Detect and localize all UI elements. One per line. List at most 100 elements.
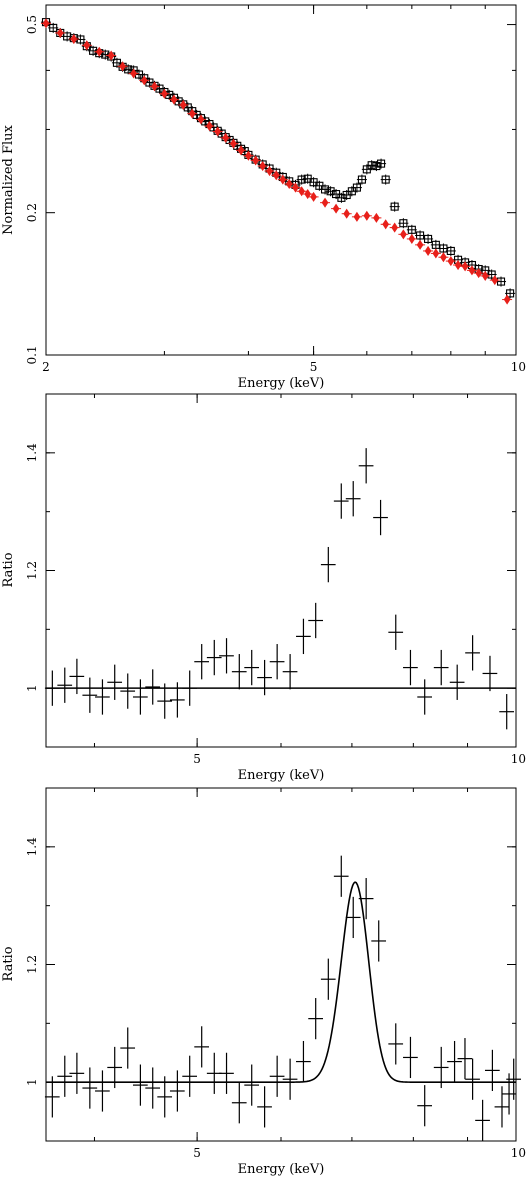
y-tick-label: 1.4 [25, 443, 39, 462]
data-point [269, 644, 285, 680]
data-point [194, 1026, 210, 1068]
data-point [257, 1086, 272, 1128]
y-tick-label: 1.4 [25, 837, 39, 856]
data-point [44, 670, 60, 706]
data-point [194, 644, 210, 680]
series-1 [41, 18, 513, 305]
data-point [403, 1036, 418, 1079]
x-tick-label: 5 [310, 360, 318, 374]
data-point [494, 1086, 510, 1128]
data-point [371, 920, 387, 962]
data-point [107, 1046, 123, 1089]
data-point [388, 1023, 404, 1065]
ratio-y-axis-label: Ratio [1, 552, 16, 587]
data-point [82, 1067, 98, 1109]
data-point [449, 664, 465, 700]
data-point [231, 1082, 247, 1124]
data-point [296, 1040, 311, 1083]
x-tick-label: 5 [193, 1146, 201, 1160]
data-point [120, 673, 136, 709]
x-tick-label: 10 [511, 360, 526, 374]
x-tick-label: 10 [511, 752, 526, 766]
ratio-model-plot-frame [45, 787, 517, 1142]
data-point [231, 654, 247, 690]
data-point [44, 1076, 60, 1118]
data-point [95, 1070, 110, 1112]
data-point [69, 658, 85, 695]
data-point [132, 679, 148, 715]
data-point [358, 448, 374, 484]
y-tick-label: 1 [25, 1078, 39, 1086]
data-point [57, 1055, 73, 1097]
y-tick-label: 0.1 [25, 345, 39, 364]
data-point [333, 855, 349, 897]
data-point [417, 1085, 433, 1127]
data-point [465, 635, 480, 671]
y-tick-label: 1.2 [25, 955, 39, 974]
data-point [465, 1058, 480, 1100]
y-tick-label: 0.2 [25, 203, 39, 222]
y-tick-label: 1 [25, 684, 39, 692]
data-point [457, 1038, 473, 1080]
data-point [475, 1099, 490, 1141]
data-point [358, 878, 374, 920]
data-point [219, 1052, 234, 1094]
ratio-model-panel: 5 10 1 1.2 1.4 Energy (keV) Ratio [1, 787, 526, 1177]
data-point [82, 677, 98, 713]
data-point [57, 667, 73, 703]
x-tick-label: 2 [42, 360, 50, 374]
flux-plot-frame [45, 4, 517, 356]
x-tick-label: 5 [193, 752, 201, 766]
data-point [320, 546, 336, 583]
data-point [206, 639, 222, 676]
data-point [308, 998, 323, 1040]
data-point [145, 669, 161, 705]
y-tick-label: 0.5 [25, 15, 39, 34]
data-point [269, 1055, 285, 1097]
data-point [388, 614, 404, 650]
data-point [169, 682, 185, 718]
data-point [320, 958, 336, 1000]
data-point [182, 670, 198, 706]
gaussian-model-curve [46, 881, 516, 1083]
data-point [308, 602, 323, 639]
data-point [95, 679, 110, 715]
flux-panel: 2 5 10 0.1 0.2 0.5 Energy (keV) Normalized Fl… [1, 4, 526, 391]
data-point [506, 1058, 521, 1100]
x-tick-label: 10 [511, 1146, 526, 1160]
data-point [157, 683, 173, 719]
data-point [157, 1076, 173, 1118]
flux-x-axis-label: Energy (keV) [238, 376, 325, 391]
ratio-model-x-axis-label: Energy (keV) [238, 1162, 325, 1177]
data-point [373, 499, 388, 536]
data-point [447, 1040, 462, 1083]
data-point [182, 1055, 198, 1097]
data-point [107, 664, 123, 700]
data-point [120, 1027, 136, 1069]
data-point [403, 649, 418, 686]
data-point [345, 481, 361, 517]
data-point [132, 1064, 148, 1106]
data-point [69, 1052, 85, 1094]
data-point [282, 654, 298, 690]
data-point [433, 1046, 449, 1089]
ratio-plot-frame [45, 393, 517, 748]
data-point [482, 655, 498, 692]
data-point [499, 694, 515, 730]
y-tick-label: 1.2 [25, 561, 39, 580]
data-point [282, 1058, 298, 1100]
ratio-x-axis-label: Energy (keV) [238, 768, 325, 783]
ratio-model-y-axis-label: Ratio [1, 946, 16, 981]
data-point [433, 649, 449, 686]
data-point [484, 1049, 500, 1091]
data-point [296, 618, 311, 655]
data-point [257, 659, 272, 696]
ratio-panel: 5 10 1 1.2 1.4 Energy (keV) Ratio [1, 393, 526, 783]
data-point [169, 1070, 185, 1112]
data-point [219, 638, 234, 674]
data-point [244, 1064, 260, 1106]
flux-y-axis-label: Normalized Flux [1, 124, 16, 234]
data-point [145, 1067, 161, 1109]
data-point [333, 483, 349, 519]
